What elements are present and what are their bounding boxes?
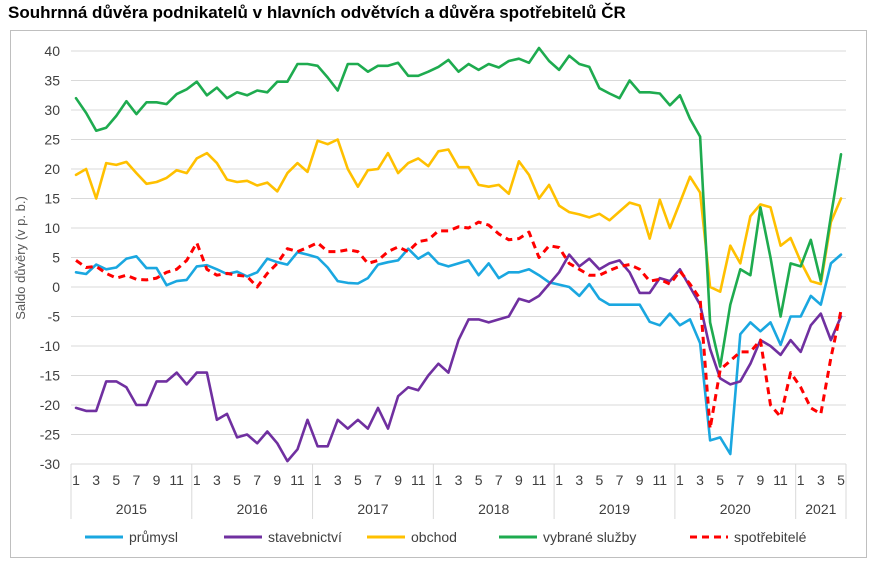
- series-line-průmysl: [74, 247, 843, 456]
- x-tick-label: 3: [455, 472, 463, 488]
- x-tick-label: 9: [757, 472, 765, 488]
- y-tick-label: 5: [52, 250, 60, 266]
- series-line-vybrané-služby: [74, 46, 843, 368]
- x-tick-label: 9: [394, 472, 402, 488]
- x-tick-label: 7: [616, 472, 624, 488]
- y-axis-label: Saldo důvěry (v p. b.): [13, 196, 28, 320]
- x-tick-label: 11: [169, 472, 184, 488]
- series-lines: [74, 46, 843, 463]
- y-tick-label: 20: [44, 161, 60, 177]
- x-tick-label: 3: [696, 472, 704, 488]
- y-tick-label: -15: [40, 368, 60, 384]
- y-tick-label: 30: [44, 102, 60, 118]
- chart-title: Souhrnná důvěra podnikatelů v hlavních o…: [8, 3, 626, 22]
- x-tick-label: 7: [133, 472, 141, 488]
- legend-label: průmysl: [129, 529, 178, 545]
- x-tick-label: 5: [716, 472, 724, 488]
- chart-frame: [10, 30, 867, 558]
- x-tick-label: 5: [233, 472, 241, 488]
- x-year-label: 2017: [357, 501, 388, 517]
- x-tick-label: 5: [475, 472, 483, 488]
- x-tick-label: 7: [374, 472, 382, 488]
- legend-label: vybrané služby: [543, 529, 636, 545]
- x-tick-label: 1: [314, 472, 322, 488]
- x-year-label: 2015: [116, 501, 147, 517]
- x-tick-label: 3: [817, 472, 825, 488]
- y-tick-labels: 40 35 30 25 20 15 10 5 0 -5 -10 -15 -20 -25 -30: [40, 43, 60, 472]
- x-tick-label: 9: [153, 472, 161, 488]
- x-tick-label: 7: [253, 472, 261, 488]
- x-tick-label: 11: [290, 472, 305, 488]
- x-tick-label: 5: [354, 472, 362, 488]
- x-tick-label: 5: [596, 472, 604, 488]
- x-year-label: 2020: [720, 501, 751, 517]
- x-tick-label: 9: [636, 472, 644, 488]
- y-tick-label: 0: [52, 279, 60, 295]
- y-tick-label: 25: [44, 132, 60, 148]
- x-tick-label: 11: [653, 472, 668, 488]
- y-tick-label: -5: [48, 309, 61, 325]
- x-tick-label: 7: [495, 472, 503, 488]
- x-tick-label: 9: [273, 472, 281, 488]
- x-tick-label: 3: [575, 472, 583, 488]
- y-tick-label: 10: [44, 220, 60, 236]
- x-tick-label: 3: [334, 472, 342, 488]
- y-tick-label: 15: [44, 191, 60, 207]
- x-year-label: 2021: [805, 501, 836, 517]
- x-tick-label: 9: [515, 472, 523, 488]
- x-tick-label: 3: [92, 472, 100, 488]
- y-tick-label: -10: [40, 338, 60, 354]
- x-tick-label: 5: [837, 472, 845, 488]
- y-tick-label: -30: [40, 456, 60, 472]
- x-year-label: 2019: [599, 501, 630, 517]
- legend-label: stavebnictví: [268, 529, 342, 545]
- x-tick-label: 1: [555, 472, 563, 488]
- x-tick-label: 3: [213, 472, 221, 488]
- legend-label: spotřebitelé: [734, 529, 807, 545]
- x-tick-label: 11: [411, 472, 426, 488]
- x-tick-label: 1: [676, 472, 684, 488]
- series-line-stavebnictví: [74, 253, 843, 463]
- series-line-obchod: [74, 138, 843, 294]
- y-tick-label: 35: [44, 73, 60, 89]
- x-tick-label: 11: [773, 472, 788, 488]
- y-tick-label: -25: [40, 427, 60, 443]
- x-tick-label: 1: [72, 472, 80, 488]
- x-tick-label: 7: [736, 472, 744, 488]
- legend-label: obchod: [411, 529, 457, 545]
- series-line-spotřebitelé: [75, 220, 843, 431]
- x-year-label: 2016: [237, 501, 268, 517]
- y-tick-label: -20: [40, 397, 60, 413]
- y-tick-label: 40: [44, 43, 60, 59]
- x-tick-label: 11: [532, 472, 547, 488]
- x-year-label: 2018: [478, 501, 509, 517]
- x-tick-label: 1: [193, 472, 201, 488]
- x-tick-label: 1: [797, 472, 805, 488]
- legend: průmysl stavebnictví obchod vybrané služby s…: [85, 529, 807, 545]
- x-tick-label: 1: [434, 472, 442, 488]
- x-tick-label: 5: [112, 472, 120, 488]
